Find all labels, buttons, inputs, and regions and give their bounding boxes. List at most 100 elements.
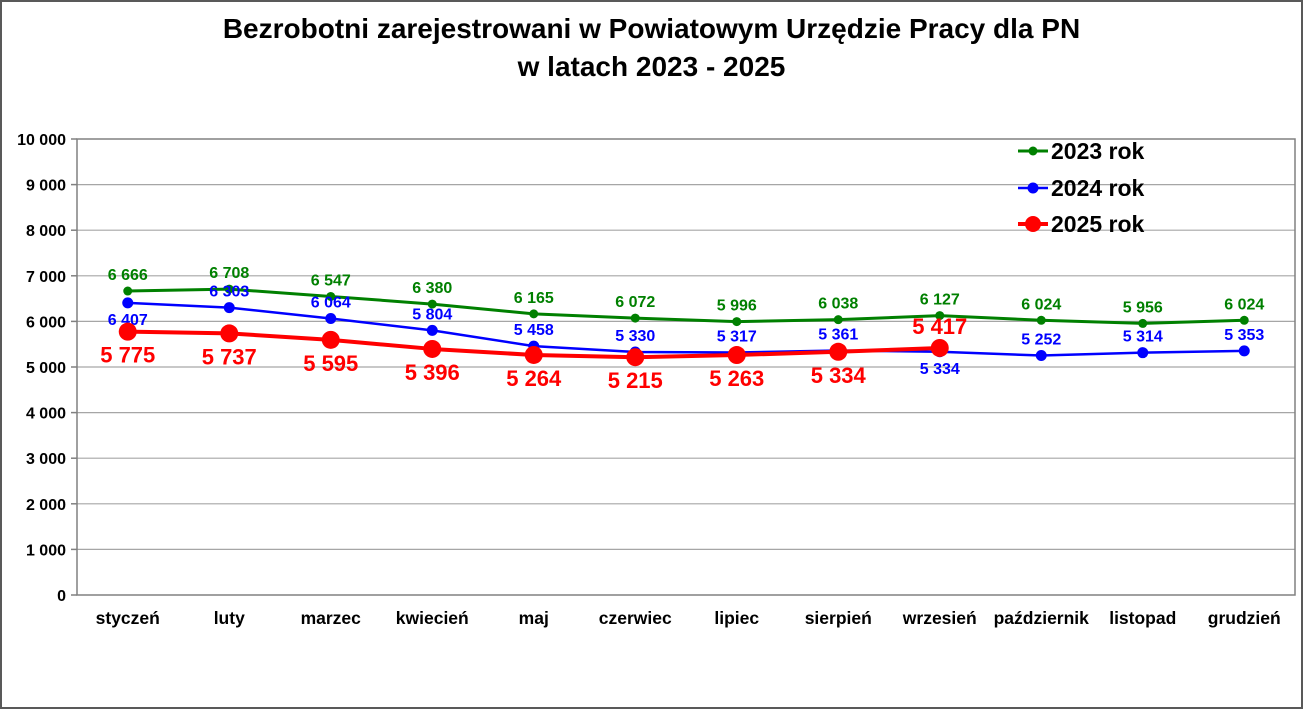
data-point bbox=[626, 348, 645, 367]
y-tick-label: 2 000 bbox=[26, 497, 66, 514]
data-label: 6 024 bbox=[1224, 296, 1264, 313]
legend-label: 2023 rok bbox=[1051, 138, 1145, 164]
data-point bbox=[326, 291, 336, 301]
series-line bbox=[127, 287, 1245, 325]
x-tick-label: październik bbox=[994, 608, 1090, 628]
data-point bbox=[727, 346, 746, 365]
data-point bbox=[1239, 315, 1249, 325]
data-label: 5 458 bbox=[514, 322, 554, 339]
data-label: 5 215 bbox=[608, 368, 663, 393]
data-label: 5 417 bbox=[912, 314, 967, 339]
data-label: 5 314 bbox=[1123, 329, 1163, 346]
x-axis-labels: styczeń luty marzec kwiecień maj czerwiec lipi… bbox=[96, 608, 1281, 628]
data-label: 5 737 bbox=[202, 344, 257, 369]
legend-label: 2024 rok bbox=[1051, 175, 1145, 201]
data-point bbox=[529, 309, 539, 319]
data-point bbox=[118, 322, 137, 341]
data-label: 5 334 bbox=[811, 363, 867, 388]
data-label: 5 334 bbox=[920, 361, 960, 378]
y-tick-label: 5 000 bbox=[26, 360, 66, 377]
data-point bbox=[1036, 315, 1046, 325]
series-2025-rok: 5 775 5 737 5 595 5 396 5 264 5 215 5 263 5 334… bbox=[100, 314, 967, 393]
x-tick-label: styczeń bbox=[96, 608, 160, 628]
data-point bbox=[423, 339, 442, 358]
data-point bbox=[321, 330, 340, 349]
data-point bbox=[630, 313, 640, 323]
data-label: 6 547 bbox=[311, 272, 351, 289]
data-label: 6 038 bbox=[818, 296, 858, 313]
x-tick-label: maj bbox=[519, 608, 549, 628]
data-point bbox=[833, 315, 843, 325]
x-tick-label: grudzień bbox=[1208, 608, 1281, 628]
data-point bbox=[220, 324, 239, 343]
data-point bbox=[524, 345, 543, 364]
data-label: 6 380 bbox=[412, 280, 452, 297]
data-point bbox=[427, 299, 437, 309]
x-tick-label: listopad bbox=[1109, 608, 1176, 628]
data-label: 5 330 bbox=[615, 328, 655, 345]
data-point bbox=[426, 324, 438, 336]
series-2023-rok: 6 666 6 708 6 547 6 380 6 165 6 072 5 996 6 038… bbox=[108, 265, 1264, 328]
chart-title: Bezrobotni zarejestrowani w Powiatowym U… bbox=[2, 10, 1301, 86]
data-label: 5 317 bbox=[717, 329, 757, 346]
y-tick-label: 4 000 bbox=[26, 406, 66, 423]
chart-title-line2: w latach 2023 - 2025 bbox=[517, 51, 786, 82]
data-label: 6 666 bbox=[108, 267, 148, 284]
legend-marker bbox=[1027, 182, 1039, 194]
y-tick-label: 0 bbox=[57, 588, 66, 605]
x-tick-label: czerwiec bbox=[599, 608, 672, 628]
data-label: 5 361 bbox=[818, 327, 858, 344]
data-point bbox=[223, 302, 235, 314]
data-label: 5 595 bbox=[303, 351, 358, 376]
data-label: 6 708 bbox=[209, 265, 249, 282]
data-label: 5 996 bbox=[717, 298, 757, 315]
data-label: 5 252 bbox=[1021, 332, 1061, 349]
data-point bbox=[1137, 347, 1149, 359]
x-tick-label: lipiec bbox=[714, 608, 759, 628]
data-point bbox=[224, 284, 234, 294]
data-point bbox=[732, 317, 742, 327]
x-tick-label: sierpień bbox=[805, 608, 872, 628]
data-label: 5 263 bbox=[709, 366, 764, 391]
series-2024-rok: 6 407 6 303 6 064 5 804 5 458 5 330 5 317 5 361… bbox=[108, 284, 1265, 378]
x-tick-label: kwiecień bbox=[396, 608, 469, 628]
data-label: 5 264 bbox=[506, 366, 562, 391]
legend-marker bbox=[1025, 216, 1041, 232]
y-tick-label: 7 000 bbox=[26, 269, 66, 286]
plot-border bbox=[76, 138, 1296, 596]
data-point bbox=[325, 312, 337, 324]
data-label: 6 024 bbox=[1021, 296, 1061, 313]
legend-item-2025-rok: 2025 rok bbox=[1018, 211, 1145, 237]
x-tick-label: wrzesień bbox=[902, 608, 977, 628]
legend-item-2023-rok: 2023 rok bbox=[1018, 138, 1145, 164]
x-tick-label: luty bbox=[214, 608, 245, 628]
data-label: 5 353 bbox=[1224, 327, 1264, 344]
gridlines bbox=[71, 138, 1295, 596]
data-label: 6 407 bbox=[108, 312, 148, 329]
legend-item-2024-rok: 2024 rok bbox=[1018, 175, 1145, 201]
data-label: 6 127 bbox=[920, 292, 960, 309]
data-label: 6 064 bbox=[311, 294, 351, 311]
data-point bbox=[829, 342, 848, 361]
y-tick-label: 3 000 bbox=[26, 451, 66, 468]
data-point bbox=[935, 311, 945, 321]
y-axis-labels: 0 1 000 2 000 3 000 4 000 5 000 6 000 7 000 8 00… bbox=[17, 132, 66, 605]
data-point bbox=[930, 338, 949, 357]
x-tick-label: marzec bbox=[301, 608, 362, 628]
data-label: 5 775 bbox=[100, 343, 155, 368]
data-label: 5 804 bbox=[412, 306, 452, 323]
data-label: 6 303 bbox=[209, 284, 249, 301]
y-tick-label: 8 000 bbox=[26, 223, 66, 240]
data-point bbox=[1035, 350, 1047, 362]
data-label: 5 956 bbox=[1123, 299, 1163, 316]
data-label: 6 165 bbox=[514, 290, 554, 307]
data-point bbox=[122, 297, 134, 309]
data-point bbox=[123, 286, 133, 296]
y-tick-label: 6 000 bbox=[26, 314, 66, 331]
series-line bbox=[127, 301, 1245, 357]
data-point bbox=[1138, 318, 1148, 328]
data-label: 6 072 bbox=[615, 294, 655, 311]
data-point bbox=[1238, 345, 1250, 357]
